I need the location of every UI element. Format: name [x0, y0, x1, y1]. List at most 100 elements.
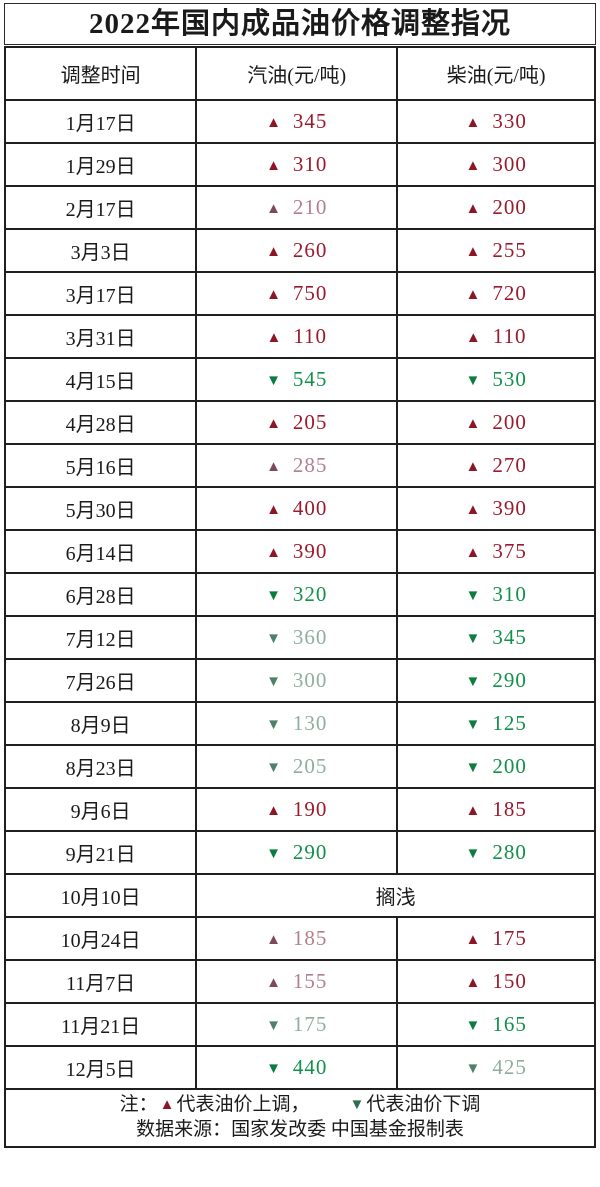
change-value: 205 — [292, 410, 328, 434]
down-triangle-icon: ▼ — [266, 1018, 281, 1034]
gasoline-change-cell: ▼ 205 — [195, 744, 399, 789]
down-triangle-icon: ▼ — [465, 1018, 481, 1034]
notes-cell: 注： ▲ 代表油价上调， ▼ 代表油价下调 数据来源：国家发改委 中国基金报制表 — [4, 1088, 596, 1148]
infographic-page: 2022年国内成品油价格调整指况 调整时间 汽油(元/吨) 柴油(元/吨) 1月… — [3, 3, 596, 1148]
table-row: 7月26日 ▼ 300 ▼ 290 — [3, 658, 596, 703]
row-date: 1月17日 — [3, 99, 198, 144]
change-value: 260 — [292, 238, 328, 262]
gasoline-change-cell: ▲ 185 — [195, 916, 399, 961]
change-value: 210 — [292, 195, 328, 219]
up-triangle-icon: ▲ — [266, 803, 281, 819]
change-value: 190 — [292, 797, 328, 821]
gasoline-change-cell: ▼ 130 — [195, 701, 399, 746]
header-row: 调整时间 汽油(元/吨) 柴油(元/吨) — [3, 46, 596, 101]
down-triangle-icon: ▼ — [465, 717, 481, 733]
header-adjust-date: 调整时间 — [3, 46, 198, 101]
row-date: 3月3日 — [3, 228, 198, 273]
row-date: 10月24日 — [3, 916, 198, 961]
change-value: 155 — [292, 969, 328, 993]
up-triangle-icon: ▲ — [465, 803, 481, 819]
up-triangle-icon: ▲ — [465, 201, 481, 217]
header-diesel: 柴油(元/吨) — [396, 46, 596, 101]
up-triangle-icon: ▲ — [159, 1097, 175, 1113]
down-triangle-icon: ▼ — [465, 588, 481, 604]
change-value: 330 — [492, 109, 527, 133]
gasoline-change-cell: ▼ 440 — [195, 1045, 399, 1090]
gasoline-change-cell: ▲ 205 — [195, 400, 399, 445]
row-date: 11月21日 — [3, 1002, 198, 1047]
table-row: 11月21日 ▼ 175 ▼ 165 — [3, 1002, 596, 1047]
down-triangle-icon: ▼ — [266, 631, 281, 647]
table-row: 3月17日 ▲ 750 ▲ 720 — [3, 271, 596, 316]
table-row: 10月24日 ▲ 185 ▲ 175 — [3, 916, 596, 961]
diesel-change-cell: ▲ 390 — [396, 486, 596, 531]
change-value: 280 — [492, 840, 527, 864]
table-row: 8月23日 ▼ 205 ▼ 200 — [3, 744, 596, 789]
table-row: 4月28日 ▲ 205 ▲ 200 — [3, 400, 596, 445]
diesel-change-cell: ▲ 150 — [396, 959, 596, 1004]
up-triangle-icon: ▲ — [465, 416, 481, 432]
table-row: 2月17日 ▲ 210 ▲ 200 — [3, 185, 596, 230]
change-value: 205 — [292, 754, 328, 778]
gasoline-change-cell: ▲ 155 — [195, 959, 399, 1004]
diesel-change-cell: ▲ 330 — [396, 99, 596, 144]
gasoline-change-cell: ▲ 210 — [195, 185, 399, 230]
table-row: 5月16日 ▲ 285 ▲ 270 — [3, 443, 596, 488]
legend-up-label: 代表油价上调， — [176, 1094, 310, 1115]
table-row: 7月12日 ▼ 360 ▼ 345 — [3, 615, 596, 660]
merged-no-change-cell: 搁浅 — [195, 873, 596, 918]
change-value: 545 — [292, 367, 328, 391]
diesel-change-cell: ▲ 300 — [396, 142, 596, 187]
table-body: 1月17日 ▲ 345 ▲ 330 1月29日 ▲ 310 ▲ 300 2月17日 ▲ 210 ▲ 200 3… — [3, 99, 596, 1090]
up-triangle-icon: ▲ — [266, 975, 281, 991]
down-triangle-icon: ▼ — [349, 1097, 365, 1113]
up-triangle-icon: ▲ — [465, 287, 481, 303]
row-date: 4月15日 — [3, 357, 198, 402]
table-row: 1月17日 ▲ 345 ▲ 330 — [3, 99, 596, 144]
table-header: 调整时间 汽油(元/吨) 柴油(元/吨) — [3, 46, 596, 101]
diesel-change-cell: ▼ 125 — [396, 701, 596, 746]
table-row: 12月5日 ▼ 440 ▼ 425 — [3, 1045, 596, 1090]
change-value: 375 — [492, 539, 527, 563]
legend-line: 注： ▲ 代表油价上调， ▼ 代表油价下调 — [7, 1093, 593, 1118]
diesel-change-cell: ▲ 200 — [396, 185, 596, 230]
change-value: 290 — [492, 668, 527, 692]
diesel-change-cell: ▼ 310 — [396, 572, 596, 617]
down-triangle-icon: ▼ — [266, 717, 281, 733]
diesel-change-cell: ▼ 290 — [396, 658, 596, 703]
gasoline-change-cell: ▲ 285 — [195, 443, 399, 488]
row-date: 3月17日 — [3, 271, 198, 316]
table-row: 5月30日 ▲ 400 ▲ 390 — [3, 486, 596, 531]
change-value: 255 — [492, 238, 527, 262]
row-date: 8月23日 — [3, 744, 198, 789]
legend-down-label: 代表油价下调 — [366, 1094, 481, 1115]
gasoline-change-cell: ▲ 390 — [195, 529, 399, 574]
change-value: 390 — [492, 496, 527, 520]
header-gasoline: 汽油(元/吨) — [195, 46, 399, 101]
table-row: 9月6日 ▲ 190 ▲ 185 — [3, 787, 596, 832]
change-value: 750 — [292, 281, 328, 305]
row-date: 4月28日 — [3, 400, 198, 445]
row-date: 7月12日 — [3, 615, 198, 660]
change-value: 320 — [292, 582, 328, 606]
row-date: 1月29日 — [3, 142, 198, 187]
row-date: 6月28日 — [3, 572, 198, 617]
row-date: 12月5日 — [3, 1045, 198, 1090]
down-triangle-icon: ▼ — [465, 373, 481, 389]
up-triangle-icon: ▲ — [266, 545, 281, 561]
diesel-change-cell: ▲ 270 — [396, 443, 596, 488]
up-triangle-icon: ▲ — [465, 158, 481, 174]
change-value: 185 — [492, 797, 527, 821]
gasoline-change-cell: ▼ 300 — [195, 658, 399, 703]
change-value: 300 — [492, 152, 527, 176]
change-value: 200 — [492, 754, 527, 778]
change-value: 110 — [492, 324, 527, 348]
change-value: 360 — [292, 625, 328, 649]
change-value: 390 — [292, 539, 328, 563]
down-triangle-icon: ▼ — [266, 760, 281, 776]
change-value: 125 — [492, 711, 527, 735]
gasoline-change-cell: ▼ 175 — [195, 1002, 399, 1047]
change-value: 110 — [293, 324, 328, 348]
gasoline-change-cell: ▲ 310 — [195, 142, 399, 187]
up-triangle-icon: ▲ — [266, 459, 281, 475]
